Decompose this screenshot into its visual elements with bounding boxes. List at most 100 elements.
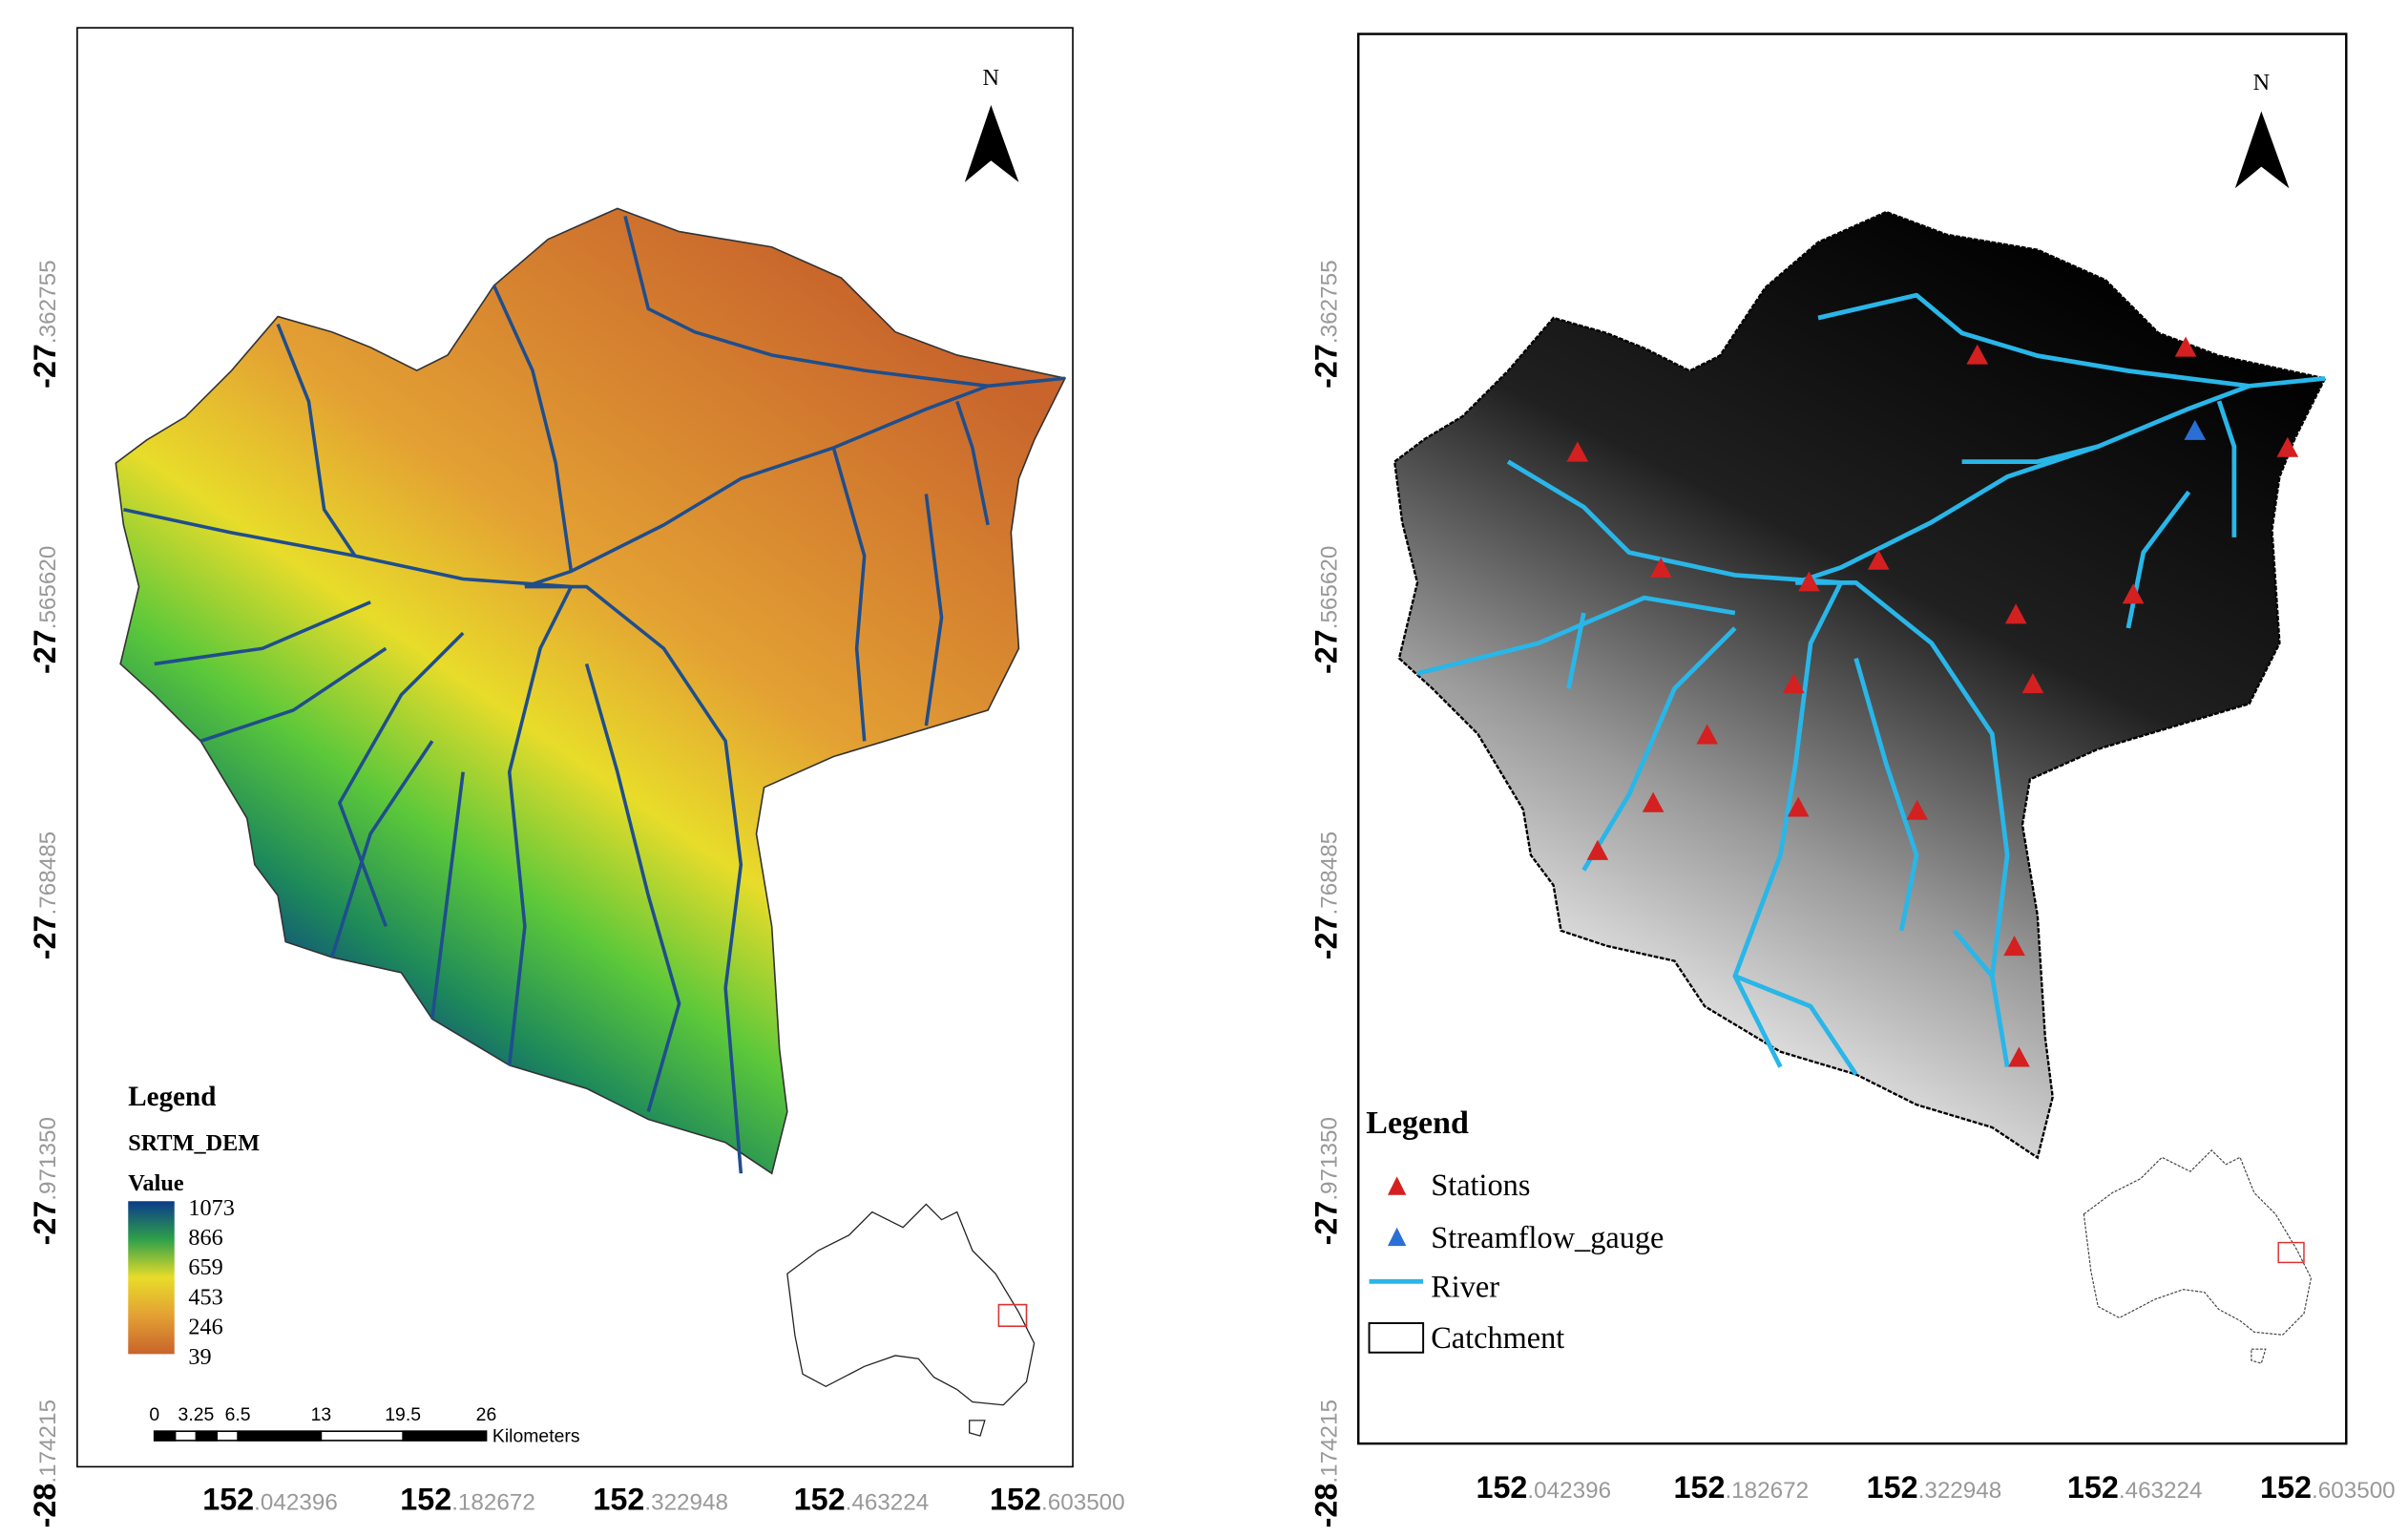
legend-symbol (1387, 1176, 1407, 1195)
coordinate-degree: -27 (28, 1201, 62, 1246)
station-marker (2003, 936, 2025, 957)
coordinate-label: 152.042396 (202, 1483, 338, 1517)
coordinate-label: 152.322948 (593, 1483, 728, 1517)
stations (1566, 336, 2299, 1067)
coordinate-decimal: .362755 (1317, 260, 1343, 344)
scale-label: 19.5 (385, 1404, 421, 1425)
coordinate-label: -28.174215 (28, 1400, 62, 1527)
coordinate-label: 152.042396 (1476, 1470, 1611, 1505)
coordinate-label: 152.603500 (2260, 1470, 2396, 1505)
coordinate-degree: -28 (1309, 1484, 1344, 1528)
coordinate-decimal: .971350 (35, 1117, 61, 1201)
scale-label: 13 (311, 1404, 332, 1425)
coordinate-decimal: .603500 (1041, 1490, 1125, 1516)
coordinate-label: 152.463224 (794, 1483, 930, 1517)
inset-map (2083, 1149, 2313, 1364)
scale-bar (153, 1430, 488, 1442)
station-marker (1906, 799, 1929, 820)
scale-unit: Kilometers (492, 1426, 580, 1447)
coordinate-degree: 152 (1674, 1470, 1726, 1505)
legend-title: Legend (128, 1082, 216, 1112)
coordinate-label: -27.971350 (1309, 1117, 1344, 1245)
legend-layer: SRTM_DEM (128, 1130, 260, 1156)
coordinate-label: -27.362755 (28, 260, 62, 388)
station-marker (1966, 344, 1989, 365)
legend-title: Legend (1366, 1105, 1469, 1141)
legend-symbol (1368, 1322, 1425, 1354)
scale-label: 26 (476, 1404, 497, 1425)
coordinate-decimal: .174215 (1317, 1400, 1343, 1484)
north-label: N (2253, 70, 2271, 95)
legend-item: Streamflow_gauge (1431, 1220, 1664, 1254)
coordinate-label: -27.768485 (28, 832, 62, 959)
coordinate-label: 152.182672 (400, 1483, 535, 1517)
coordinate-degree: 152 (593, 1483, 644, 1517)
coordinate-degree: -27 (28, 629, 62, 674)
coordinate-degree: -27 (1309, 344, 1344, 389)
station-marker (1566, 441, 1589, 462)
station-marker (1787, 796, 1810, 817)
legend-class: 866 (188, 1225, 222, 1251)
coordinate-label: -28.174215 (1309, 1400, 1344, 1527)
scale-label: 0 (149, 1404, 159, 1425)
coordinate-degree: -27 (1309, 915, 1344, 959)
coordinate-degree: 152 (2067, 1470, 2119, 1505)
legend-class: 659 (188, 1254, 222, 1280)
coordinate-degree: -27 (28, 344, 62, 389)
station-marker (2004, 603, 2027, 624)
coordinate-degree: 152 (1867, 1470, 1918, 1505)
coordinate-degree: -28 (28, 1484, 62, 1528)
station-marker (2008, 1046, 2030, 1067)
coordinate-label: 152.182672 (1674, 1470, 1810, 1505)
coordinate-degree: 152 (2260, 1470, 2312, 1505)
coordinate-decimal: .182672 (1725, 1478, 1809, 1504)
river-network (123, 215, 1066, 1174)
coordinate-decimal: .565620 (1317, 546, 1343, 630)
coordinate-label: 152.603500 (990, 1483, 1125, 1517)
station-marker (1782, 673, 1805, 694)
coordinate-decimal: .322948 (644, 1490, 728, 1516)
coordinate-label: -27.565620 (1309, 546, 1344, 674)
north-arrow (964, 104, 1019, 182)
coordinate-degree: -27 (1309, 1201, 1344, 1246)
legend-class: 39 (188, 1344, 211, 1370)
legend-class: 453 (188, 1284, 222, 1310)
coordinate-label: -27.362755 (1309, 260, 1344, 388)
coordinate-decimal: .603500 (2312, 1478, 2396, 1504)
north-arrow (2234, 111, 2290, 189)
inset-map (786, 1203, 1036, 1437)
map-frame (1357, 32, 2348, 1445)
coordinate-degree: 152 (400, 1483, 451, 1517)
station-marker (2021, 673, 2044, 694)
coordinate-decimal: .768485 (35, 832, 61, 916)
coordinate-degree: 152 (1476, 1470, 1527, 1505)
legend-symbol (1387, 1227, 1407, 1247)
station-marker (1649, 557, 1672, 578)
coordinate-label: 152.463224 (2067, 1470, 2203, 1505)
coordinate-degree: 152 (990, 1483, 1041, 1517)
station-marker (2122, 583, 2145, 604)
coordinate-label: -27.565620 (28, 546, 62, 674)
coordinate-decimal: .463224 (2119, 1478, 2203, 1504)
coordinate-decimal: .971350 (1317, 1117, 1343, 1201)
station-marker (2276, 436, 2299, 457)
station-marker (2174, 336, 2197, 357)
coordinate-decimal: .768485 (1317, 832, 1343, 916)
dem-catchment (115, 207, 1066, 1174)
coordinate-decimal: .565620 (35, 546, 61, 630)
coordinate-decimal: .362755 (35, 260, 61, 344)
legend-item: River (1431, 1270, 1499, 1304)
scale-label: 6.5 (225, 1404, 251, 1425)
station-marker (1867, 549, 1890, 570)
coordinate-decimal: .174215 (35, 1400, 61, 1484)
coordinate-decimal: .463224 (846, 1490, 930, 1516)
coordinate-label: 152.322948 (1867, 1470, 2002, 1505)
legend-class: 246 (188, 1315, 222, 1340)
coordinate-degree: 152 (202, 1483, 254, 1517)
coordinate-decimal: .042396 (1527, 1478, 1611, 1504)
coordinate-decimal: .322948 (1918, 1478, 2002, 1504)
scale-label: 3.25 (178, 1404, 215, 1425)
coordinate-label: -27.768485 (1309, 832, 1344, 959)
station-marker (1586, 839, 1609, 860)
